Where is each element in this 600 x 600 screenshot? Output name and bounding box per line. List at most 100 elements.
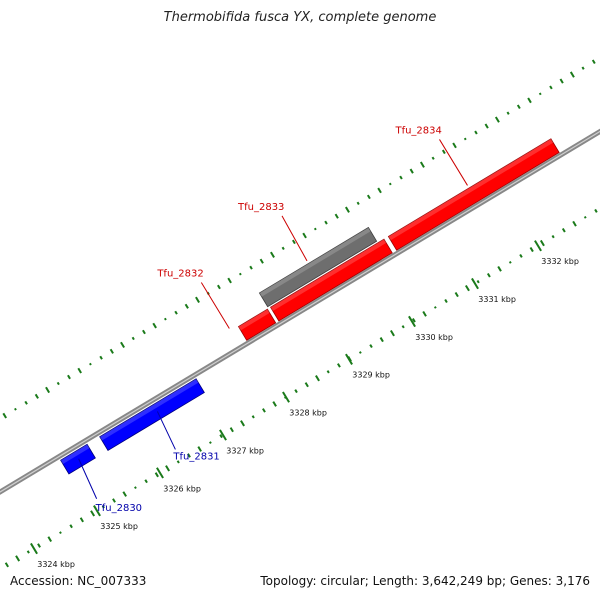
gc-tick xyxy=(529,246,534,253)
backbone-highlight xyxy=(0,130,600,493)
ruler-tick xyxy=(471,277,479,290)
gc-tick xyxy=(431,156,435,160)
gc-tick xyxy=(45,386,51,394)
gene-labels: Tfu_2830 Tfu_2831 Tfu_2832 Tfu_2833 Tfu_2834 xyxy=(78,125,468,514)
gene-tfu_2831-shade xyxy=(99,378,199,441)
ruler-tick xyxy=(30,542,38,555)
gc-tick xyxy=(559,78,564,84)
map-title: Thermobifida fusca YX, complete genome xyxy=(163,10,437,25)
gc-tick xyxy=(281,246,285,251)
gc-tick xyxy=(14,407,17,411)
ruler-tick xyxy=(219,429,227,441)
gc-tick xyxy=(59,531,62,535)
gc-tick xyxy=(379,337,384,343)
ruler-tick-label: 3329 kbp xyxy=(352,371,390,380)
gc-tick xyxy=(302,232,307,239)
gc-tick xyxy=(249,265,253,270)
ruler-tick xyxy=(156,467,164,479)
gc-tick xyxy=(486,272,491,278)
gc-tick xyxy=(229,427,234,433)
gc-tick xyxy=(240,420,245,427)
gc-tick xyxy=(551,234,555,239)
gc-tick xyxy=(109,348,114,354)
position-ruler: 3324 kbp 3325 kbp 3326 kbp 3327 kbp 3328 kbp… xyxy=(30,240,579,569)
gc-tick xyxy=(294,389,298,394)
gc-tick xyxy=(444,299,448,303)
gene-tfu_2833-shade xyxy=(259,227,371,297)
gene-tfu_2831 xyxy=(99,378,205,452)
gc-tick xyxy=(315,375,320,382)
gc-tick xyxy=(142,329,146,335)
gc-tick xyxy=(538,92,542,96)
gc-tick xyxy=(358,351,362,354)
gc-tick xyxy=(219,434,223,439)
genome-summary-text: Topology: circular; Length: 3,642,249 bp… xyxy=(260,574,590,588)
gc-tick xyxy=(2,412,7,419)
gc-tick xyxy=(572,220,577,227)
gene-tfu_2830 xyxy=(60,443,96,475)
gc-tick xyxy=(356,201,360,205)
gc-tick xyxy=(583,215,587,219)
gc-tick xyxy=(26,550,30,554)
gc-tick xyxy=(77,367,82,374)
gc-tick xyxy=(366,194,371,200)
gc-tick xyxy=(4,562,9,568)
gc-tick xyxy=(591,59,596,64)
gene-features xyxy=(60,138,560,475)
ruler-tick-label: 3332 kbp xyxy=(541,257,579,266)
gc-tick xyxy=(569,71,575,78)
gene-tfu_2833_fwd xyxy=(270,238,393,322)
gc-tick xyxy=(463,137,467,141)
gc-tick xyxy=(409,168,414,174)
gc-tick xyxy=(89,362,92,366)
gene-label-leader-tfu_2830 xyxy=(78,458,98,499)
gc-tick xyxy=(217,284,221,290)
ruler-tick xyxy=(408,315,416,328)
gc-tick xyxy=(134,486,137,489)
gc-tick xyxy=(120,341,125,349)
gc-tick xyxy=(291,239,296,245)
gc-tick xyxy=(56,381,60,386)
gc-tick xyxy=(184,303,189,309)
gc-tick xyxy=(324,220,328,225)
gene-tfu_2832-shade xyxy=(238,309,270,331)
gc-tick xyxy=(561,227,566,233)
gc-tick xyxy=(377,187,382,194)
gc-tick xyxy=(37,543,41,548)
gene-tfu_2833_fwd-shade xyxy=(270,239,387,312)
gc-tick xyxy=(270,251,275,258)
gc-tick xyxy=(152,322,157,329)
gc-tick xyxy=(238,272,242,276)
gc-tick xyxy=(484,123,489,129)
gc-tick xyxy=(464,284,470,292)
gc-tick xyxy=(506,111,510,115)
gc-tick xyxy=(399,175,403,180)
ruler-tick xyxy=(93,505,101,517)
gene-label-leader-tfu_2833 xyxy=(281,215,308,262)
gc-tick xyxy=(251,415,255,419)
accession-text: Accession: NC_007333 xyxy=(10,574,147,588)
gc-tick xyxy=(304,382,309,388)
gc-tick xyxy=(90,510,96,517)
gc-tick xyxy=(15,555,21,562)
gc-tick xyxy=(454,291,459,298)
gc-tick xyxy=(34,393,39,399)
ruler-tick-label: 3328 kbp xyxy=(289,409,327,418)
gc-tick xyxy=(144,479,148,484)
gc-tick xyxy=(549,85,553,90)
gene-label-leader-tfu_2832 xyxy=(200,282,230,329)
gc-tick xyxy=(594,208,598,213)
gc-tick xyxy=(272,401,277,407)
gene-label-leader-tfu_2834 xyxy=(439,139,468,186)
gene-label-tfu_2833: Tfu_2833 xyxy=(237,202,284,213)
ruler-tick xyxy=(534,240,542,252)
gc-tick xyxy=(24,400,28,405)
gc-tick xyxy=(79,517,84,523)
gc-tick xyxy=(99,355,103,360)
gc-tick xyxy=(508,261,512,264)
gc-tick xyxy=(209,441,212,444)
gc-tick xyxy=(313,227,317,231)
ruler-tick-label: 3324 kbp xyxy=(37,560,75,569)
gc-tick xyxy=(195,296,200,303)
